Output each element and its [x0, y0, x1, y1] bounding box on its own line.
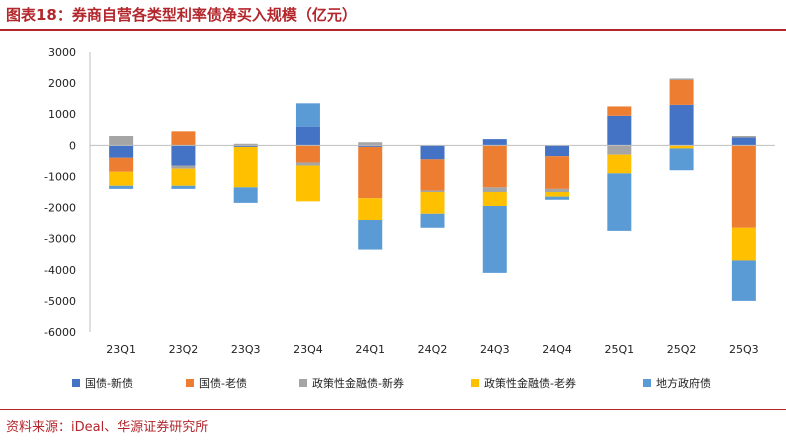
- legend-swatch: [186, 379, 194, 387]
- legend-label: 国债-新债: [85, 376, 133, 390]
- bar-23Q3-政策性金融债-新券: [233, 143, 258, 146]
- bar-24Q3-政策性金融债-老券: [482, 192, 507, 206]
- bar-24Q2-地方政府债: [420, 213, 445, 228]
- x-tick-label: 23Q2: [169, 343, 199, 356]
- bar-23Q4-地方政府债: [295, 103, 320, 127]
- bar-24Q1-政策性金融债-新券: [358, 142, 383, 146]
- bar-24Q4-政策性金融债-新券: [545, 188, 570, 192]
- bar-25Q2-地方政府债: [669, 148, 694, 171]
- bar-25Q2-政策性金融债-新券: [669, 78, 694, 80]
- source-divider: [0, 409, 786, 410]
- legend-swatch: [643, 379, 651, 387]
- bar-24Q4-政策性金融债-老券: [545, 192, 570, 197]
- x-tick-label: 24Q1: [355, 343, 385, 356]
- bar-25Q2-国债-新债: [669, 104, 694, 146]
- bar-24Q4-国债-新债: [545, 145, 570, 157]
- y-tick-label: 0: [69, 139, 76, 152]
- bar-23Q1-政策性金融债-老券: [109, 171, 134, 186]
- legend-swatch: [72, 379, 80, 387]
- stacked-bar-chart: 3000 2000 1000 0 -1000 -2000 -3000 -4000 -5000 -6…: [44, 46, 775, 390]
- legend-swatch: [299, 379, 307, 387]
- bar-23Q1-政策性金融债-新券: [109, 136, 134, 146]
- x-tick-label: 25Q3: [729, 343, 759, 356]
- bar-23Q2-国债-新债: [171, 145, 196, 166]
- bar-25Q3-地方政府债: [731, 260, 756, 301]
- bar-24Q2-国债-老债: [420, 159, 445, 191]
- x-tick-label: 23Q3: [231, 343, 261, 356]
- chart-title: 图表18：券商自营各类型利率债净买入规模（亿元）: [6, 6, 357, 24]
- bar-23Q3-国债-新债: [233, 145, 258, 147]
- bar-23Q1-地方政府债: [109, 185, 134, 189]
- x-tick-label: 25Q2: [667, 343, 697, 356]
- bar-25Q3-国债-老债: [731, 145, 756, 228]
- x-tick-label: 24Q2: [418, 343, 448, 356]
- bar-25Q3-国债-新债: [731, 137, 756, 146]
- bar-24Q2-政策性金融债-新券: [420, 190, 445, 192]
- y-tick-label: -1000: [44, 170, 76, 183]
- source-note: 资料来源：iDeal、华源证券研究所: [6, 420, 209, 435]
- y-tick-label: -3000: [44, 233, 76, 246]
- bar-23Q1-国债-老债: [109, 157, 134, 172]
- bar-24Q3-国债-老债: [482, 145, 507, 188]
- bar-25Q1-政策性金融债-新券: [607, 145, 632, 155]
- y-tick-label: -6000: [44, 326, 76, 339]
- bar-23Q2-政策性金融债-新券: [171, 165, 196, 169]
- legend-label: 地方政府债: [656, 376, 711, 390]
- bar-25Q1-国债-新债: [607, 115, 632, 146]
- legend-swatch: [471, 379, 479, 387]
- bar-25Q2-国债-老债: [669, 80, 694, 105]
- bar-24Q3-国债-新债: [482, 139, 507, 146]
- bar-23Q4-国债-新债: [295, 126, 320, 146]
- bar-23Q4-政策性金融债-老券: [295, 165, 320, 202]
- y-tick-label: 3000: [48, 46, 76, 59]
- bar-23Q4-国债-老债: [295, 145, 320, 163]
- x-tick-label: 23Q4: [293, 343, 323, 356]
- bar-24Q2-政策性金融债-老券: [420, 192, 445, 214]
- legend-label: 政策性金融债-老券: [484, 376, 576, 390]
- bar-25Q3-政策性金融债-老券: [731, 227, 756, 261]
- bar-25Q1-地方政府债: [607, 173, 632, 231]
- bar-24Q1-国债-老债: [358, 146, 383, 199]
- bar-25Q1-政策性金融债-老券: [607, 154, 632, 174]
- bar-24Q3-地方政府债: [482, 206, 507, 273]
- bar-24Q1-政策性金融债-老券: [358, 198, 383, 220]
- x-tick-label: 24Q4: [542, 343, 572, 356]
- bar-23Q3-地方政府债: [233, 187, 258, 203]
- x-tick-label: 23Q1: [106, 343, 136, 356]
- bar-24Q4-国债-老债: [545, 156, 570, 189]
- bar-23Q2-国债-老债: [171, 131, 196, 146]
- x-tick-label: 25Q1: [604, 343, 634, 356]
- bar-25Q1-国债-老债: [607, 106, 632, 116]
- bar-23Q2-地方政府债: [171, 185, 196, 189]
- bar-24Q1-国债-新债: [358, 145, 383, 147]
- y-tick-label: 2000: [48, 77, 76, 90]
- bar-23Q2-政策性金融债-老券: [171, 168, 196, 186]
- bar-24Q3-政策性金融债-新券: [482, 187, 507, 192]
- bar-25Q2-政策性金融债-老券: [669, 145, 694, 149]
- y-tick-label: -4000: [44, 264, 76, 277]
- bar-24Q4-地方政府债: [545, 196, 570, 200]
- title-divider: [0, 29, 786, 31]
- bar-23Q1-国债-新债: [109, 145, 134, 158]
- legend-label: 国债-老债: [199, 376, 247, 390]
- bar-24Q1-地方政府债: [358, 220, 383, 250]
- y-tick-label: -2000: [44, 202, 76, 215]
- bar-24Q2-国债-新债: [420, 145, 445, 160]
- bar-25Q3-政策性金融债-新券: [731, 136, 756, 138]
- bar-23Q4-政策性金融债-新券: [295, 162, 320, 166]
- x-tick-label: 24Q3: [480, 343, 510, 356]
- y-tick-label: -5000: [44, 295, 76, 308]
- y-tick-label: 1000: [48, 108, 76, 121]
- legend-label: 政策性金融债-新券: [312, 376, 404, 390]
- bar-23Q3-政策性金融债-老券: [233, 146, 258, 188]
